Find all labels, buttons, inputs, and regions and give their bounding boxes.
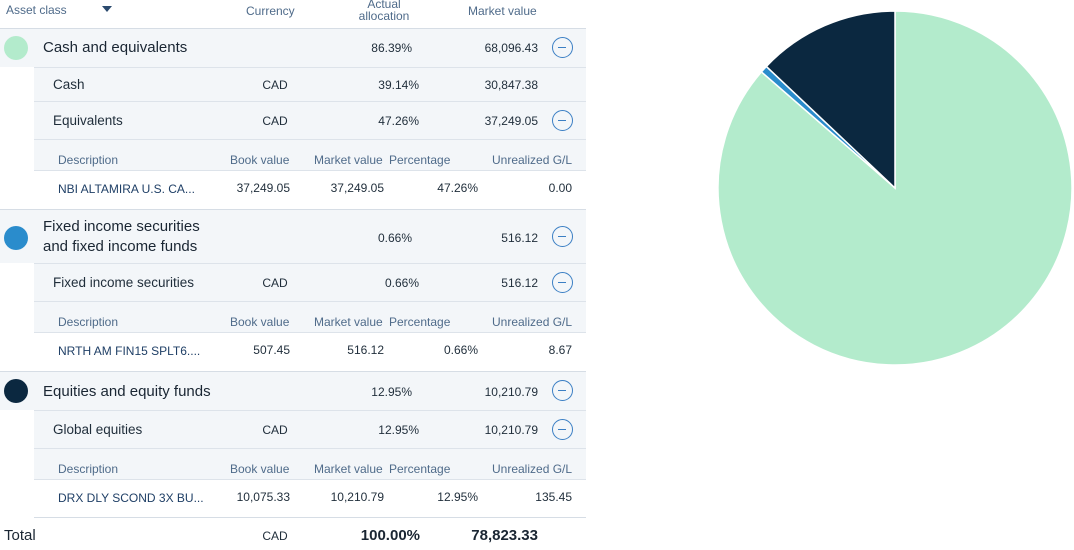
- book-value: 37,249.05: [236, 181, 290, 195]
- holding-row: NBI ALTAMIRA U.S. CA... 37,249.05 37,249…: [34, 171, 586, 209]
- market-value: 10,210.79: [484, 385, 538, 399]
- sort-caret-icon[interactable]: [102, 6, 112, 12]
- actual-allocation-header-line1: Actual: [367, 0, 401, 11]
- book-value-header: Book value: [230, 315, 290, 329]
- description-header: Description: [58, 462, 119, 476]
- asset-class-name-line2: and fixed income funds: [43, 238, 198, 255]
- holding-header-row: Description Book value Market value Perc…: [34, 301, 586, 333]
- currency-value: CAD: [262, 423, 288, 437]
- asset-class-row: Equities and equity funds 12.95% 10,210.…: [0, 371, 586, 410]
- sub-class-name: Cash: [53, 77, 85, 92]
- sub-class-name: Equivalents: [53, 113, 123, 128]
- holding-row: DRX DLY SCOND 3X BU... 10,075.33 10,210.…: [34, 480, 586, 518]
- holding-market-value: 516.12: [347, 343, 384, 357]
- description-header: Description: [58, 153, 119, 167]
- total-allocation: 100.00%: [360, 527, 420, 544]
- asset-class-header: Asset class: [6, 3, 67, 17]
- sub-class-row: Equivalents CAD 47.26% 37,249.05: [34, 101, 586, 139]
- market-value-header: Market value: [314, 462, 383, 476]
- holding-description-link[interactable]: DRX DLY SCOND 3X BU...: [58, 491, 204, 505]
- actual-allocation-header: Actual allocation: [352, 0, 416, 22]
- pie-slice-3[interactable]: [765, 10, 896, 190]
- market-value: 516.12: [501, 231, 538, 245]
- holding-row: NRTH AM FIN15 SPLT6.... 507.45 516.12 0.…: [34, 333, 586, 371]
- market-value-header: Market value: [468, 4, 537, 18]
- allocation-value: 0.66%: [377, 231, 412, 245]
- holding-market-value: 37,249.05: [330, 181, 384, 195]
- collapse-icon[interactable]: [552, 226, 573, 247]
- market-value: 10,210.79: [484, 423, 538, 437]
- unrealized-header: Unrealized G/L: [492, 315, 573, 329]
- collapse-icon[interactable]: [552, 110, 573, 131]
- asset-class-name-line1: Fixed income securities: [43, 218, 200, 235]
- market-value-header: Market value: [314, 153, 383, 167]
- collapse-icon[interactable]: [552, 37, 573, 58]
- collapse-icon[interactable]: [552, 380, 573, 401]
- total-label: Total: [4, 527, 36, 544]
- percentage-header: Percentage: [389, 153, 451, 167]
- currency-value: CAD: [262, 78, 288, 92]
- market-value: 30,847.38: [484, 78, 538, 92]
- collapse-icon[interactable]: [552, 272, 573, 293]
- sub-class-row: Fixed income securities CAD 0.66% 516.12: [34, 263, 586, 301]
- legend-dot-icon: [4, 379, 28, 403]
- holding-header-row: Description Book value Market value Perc…: [34, 139, 586, 171]
- holding-market-value: 10,210.79: [330, 490, 384, 504]
- unrealized-header: Unrealized G/L: [492, 462, 573, 476]
- book-value-header: Book value: [230, 462, 290, 476]
- allocation-value: 12.95%: [371, 385, 412, 399]
- holding-description-link[interactable]: NBI ALTAMIRA U.S. CA...: [58, 182, 195, 196]
- total-market-value: 78,823.33: [471, 527, 538, 544]
- description-header: Description: [58, 315, 119, 329]
- allocation-value: 86.39%: [371, 41, 412, 55]
- asset-class-row: Fixed income securities and fixed income…: [0, 209, 586, 263]
- holding-percentage: 47.26%: [437, 181, 478, 195]
- unrealized-value: 8.67: [548, 343, 572, 357]
- sub-class-row: Global equities CAD 12.95% 10,210.79: [34, 410, 586, 448]
- percentage-header: Percentage: [389, 315, 451, 329]
- asset-class-name: Equities and equity funds: [43, 383, 211, 400]
- holding-percentage: 12.95%: [437, 490, 478, 504]
- currency-header: Currency: [246, 4, 295, 18]
- asset-allocation-table: Asset class Currency Actual allocation M…: [0, 0, 586, 550]
- allocation-value: 0.66%: [384, 276, 419, 290]
- unrealized-value: 135.45: [535, 490, 572, 504]
- book-value: 507.45: [253, 343, 290, 357]
- asset-class-row: Cash and equivalents 86.39% 68,096.43: [0, 28, 586, 67]
- collapse-icon[interactable]: [552, 419, 573, 440]
- market-value-header: Market value: [314, 315, 383, 329]
- legend-dot-icon: [4, 226, 28, 250]
- allocation-value: 47.26%: [378, 114, 419, 128]
- sub-class-name: Global equities: [53, 422, 143, 437]
- market-value: 516.12: [501, 276, 538, 290]
- currency-value: CAD: [262, 114, 288, 128]
- actual-allocation-header-line2: allocation: [358, 9, 410, 23]
- book-value-header: Book value: [230, 153, 290, 167]
- market-value: 68,096.43: [484, 41, 538, 55]
- unrealized-header: Unrealized G/L: [492, 153, 573, 167]
- total-row: Total CAD 100.00% 78,823.33: [0, 518, 586, 550]
- allocation-value: 12.95%: [378, 423, 419, 437]
- market-value: 37,249.05: [484, 114, 538, 128]
- total-currency: CAD: [262, 529, 288, 543]
- allocation-pie-chart: [717, 10, 1073, 366]
- allocation-value: 39.14%: [378, 78, 419, 92]
- percentage-header: Percentage: [389, 462, 451, 476]
- holding-percentage: 0.66%: [443, 343, 478, 357]
- holding-header-row: Description Book value Market value Perc…: [34, 448, 586, 480]
- sub-class-name: Fixed income securities: [53, 275, 195, 290]
- asset-class-name: Cash and equivalents: [43, 39, 188, 56]
- holding-description-link[interactable]: NRTH AM FIN15 SPLT6....: [58, 344, 201, 358]
- sub-class-row: Cash CAD 39.14% 30,847.38: [34, 67, 586, 101]
- legend-dot-icon: [4, 36, 28, 60]
- book-value: 10,075.33: [236, 490, 290, 504]
- unrealized-value: 0.00: [548, 181, 572, 195]
- currency-value: CAD: [262, 276, 288, 290]
